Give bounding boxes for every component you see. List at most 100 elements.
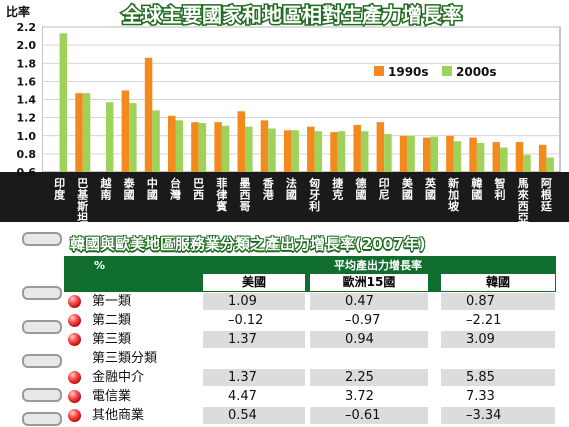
- x-tick-label: 菲律賓: [215, 176, 227, 213]
- legend-label: 1990s: [388, 65, 429, 79]
- bar-1990s: [75, 93, 83, 172]
- bar-2000s: [360, 131, 369, 172]
- bar-1990s: [446, 135, 454, 172]
- x-tick-label: 捷克: [332, 176, 344, 202]
- bar-1990s: [214, 122, 222, 172]
- row-label: 金融中介: [92, 370, 145, 385]
- binder-ring-icon: [22, 412, 62, 426]
- row-shade: [441, 331, 555, 348]
- binder-ring-icon: [22, 232, 62, 246]
- category-strip: [0, 172, 569, 222]
- x-tick-label: 巴基斯坦: [76, 177, 89, 222]
- chart-title: 全球主要國家和地區相對生產力增長率: [121, 3, 462, 27]
- x-tick-label: 韓國: [471, 176, 482, 202]
- value-cell: –3.34: [466, 408, 502, 423]
- row-shade: [203, 331, 305, 348]
- value-cell: –0.12: [228, 313, 264, 328]
- x-tick-label: 印尼: [379, 177, 390, 202]
- x-tick-label: 阿根廷: [540, 176, 553, 213]
- column-header-korea: 韓國: [441, 274, 555, 291]
- unit-label: %: [94, 259, 106, 272]
- x-tick-label: 巴西: [193, 177, 204, 202]
- corner-stripe: [0, 172, 42, 222]
- x-tick-label: 新加坡: [447, 176, 460, 213]
- row-shade: [310, 407, 428, 424]
- bar-2000s: [314, 131, 323, 172]
- value-cell: 0.54: [228, 408, 257, 423]
- binder-ring-icon: [22, 354, 62, 368]
- value-cell: –0.61: [345, 408, 381, 423]
- row-shade: [310, 293, 428, 310]
- row-shade: [310, 331, 428, 348]
- row-shade: [203, 293, 305, 310]
- bar-1990s: [492, 142, 501, 172]
- x-tick-label: 墨西哥: [240, 177, 251, 213]
- column-header-eu15: 歐洲15國: [310, 274, 428, 291]
- bar-1990s: [423, 137, 431, 172]
- value-cell: 7.33: [466, 389, 495, 404]
- y-tick-label: 0.6: [17, 166, 37, 179]
- bar-1990s: [330, 132, 338, 172]
- y-tick-label: 1.4: [17, 94, 37, 107]
- table-row: 金融中介 1.37 2.25 5.85: [64, 369, 556, 387]
- row-shade: [310, 369, 428, 386]
- row-shade: [203, 369, 305, 386]
- value-cell: 1.37: [228, 370, 257, 385]
- value-cell: 3.72: [345, 389, 374, 404]
- bar-1990s: [283, 130, 292, 172]
- row-label: 第二類: [92, 313, 132, 328]
- bar-2000s: [175, 120, 183, 172]
- bar-1990s: [307, 126, 315, 172]
- legend-label: 2000s: [456, 65, 497, 79]
- y-tick-label: 1.2: [17, 112, 37, 125]
- group-header: 平均產出力增長率: [334, 259, 422, 272]
- x-tick-label: 德國: [354, 176, 366, 202]
- binder-ring-icon: [22, 320, 62, 334]
- bullet-icon: [68, 371, 81, 384]
- y-tick-label: 1.0: [17, 130, 37, 143]
- legend: 1990s 2000s: [374, 65, 497, 79]
- y-tick-label: 2.2: [17, 21, 37, 34]
- table-row: 其他商業 0.54 –0.61 –3.34: [64, 407, 556, 425]
- table-row: 第一類 1.09 0.47 0.87: [64, 293, 556, 311]
- x-tick-label: 香港: [262, 176, 275, 202]
- value-cell: –0.97: [345, 313, 381, 328]
- row-label: 第三類分類: [92, 351, 158, 366]
- bar-2000s: [523, 154, 531, 172]
- x-tick-label: 越南: [99, 176, 112, 202]
- bar-2000s: [500, 147, 508, 172]
- bar-2000s: [407, 135, 415, 172]
- bar-2000s: [476, 143, 485, 172]
- bar-1990s: [237, 111, 246, 172]
- y-tick-label: 1.8: [17, 57, 37, 70]
- value-cell: 1.37: [228, 332, 257, 347]
- row-shade: [203, 407, 305, 424]
- y-tick-label: 2.0: [17, 39, 37, 52]
- value-cell: 0.94: [345, 332, 374, 347]
- value-cell: 3.09: [466, 332, 495, 347]
- bar-1990s: [121, 90, 130, 172]
- value-cell: 4.47: [228, 389, 257, 404]
- value-cell: 1.09: [228, 294, 257, 309]
- legend-swatch: [442, 66, 452, 76]
- bar-1990s: [376, 122, 385, 172]
- chart-panel: 0.6 0.8 1.0 1.2 1.4 1.6 1.8 2.0 2.2 比率 全球主要國家和地區相對…: [0, 0, 569, 222]
- y-tick-label: 1.6: [17, 75, 37, 88]
- y-axis-label: 比率: [6, 4, 30, 19]
- table-panel: 韓國與歐美地區服務業分類之產出力增長率(2007年) % 平均產出力增長率 美國…: [0, 222, 569, 427]
- bullet-icon: [68, 295, 81, 308]
- binder-ring-icon: [22, 388, 62, 402]
- table-row: 第二類 –0.12 –0.97 –2.21: [64, 312, 556, 330]
- bar-1990s: [399, 135, 408, 172]
- bar-2000s: [129, 103, 137, 172]
- table-title: 韓國與歐美地區服務業分類之產出力增長率(2007年): [70, 235, 426, 253]
- bar-1990s: [538, 144, 547, 172]
- y-axis-strip: [0, 0, 42, 172]
- x-tick-label: 法國: [286, 176, 297, 202]
- bar-2000s: [546, 157, 554, 172]
- bullet-icon: [68, 314, 81, 327]
- table-row: 電信業 4.47 3.72 7.33: [64, 388, 556, 406]
- value-cell: 0.47: [345, 294, 374, 309]
- x-tick-label: 美國: [402, 176, 414, 202]
- x-tick-label: 台灣: [170, 176, 181, 202]
